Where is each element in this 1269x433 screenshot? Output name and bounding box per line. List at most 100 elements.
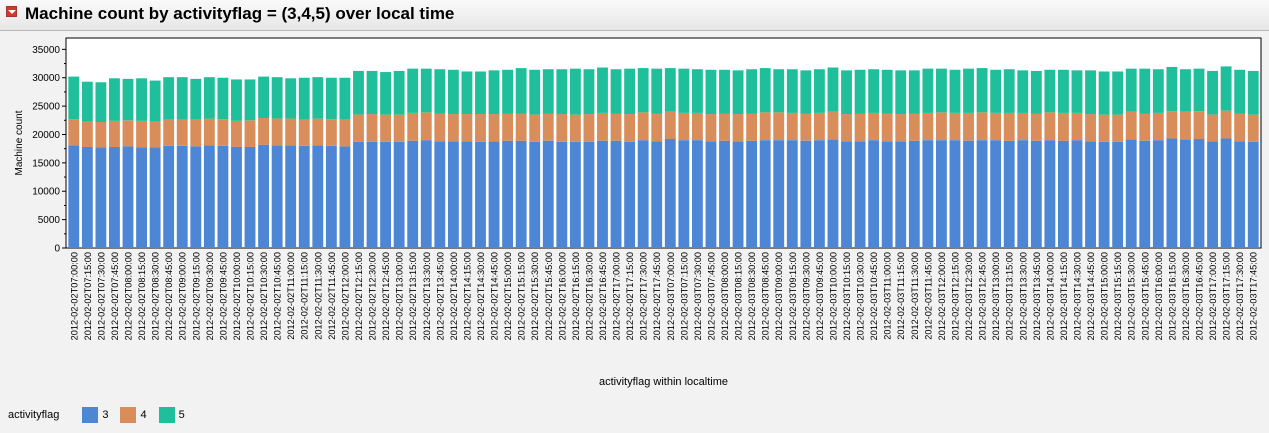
x-tick-label: 2012-02-02T12:15:00 bbox=[354, 252, 364, 340]
x-tick-label: 2012-02-03T08:30:00 bbox=[747, 252, 757, 340]
bar-segment-5 bbox=[1125, 68, 1137, 112]
bar-segment-4 bbox=[691, 112, 703, 141]
bar-segment-4 bbox=[759, 112, 771, 141]
x-tick-label: 2012-02-02T10:30:00 bbox=[259, 252, 269, 340]
legend-item-3[interactable]: 3 bbox=[82, 407, 108, 423]
legend-title: activityflag bbox=[8, 409, 60, 421]
bar-segment-4 bbox=[1125, 111, 1137, 140]
bar-segment-4 bbox=[624, 114, 636, 142]
bar-segment-3 bbox=[732, 141, 744, 248]
bar-segment-3 bbox=[1098, 141, 1110, 248]
bar-segment-3 bbox=[176, 145, 188, 248]
bar-segment-3 bbox=[475, 141, 486, 248]
bar-segment-3 bbox=[190, 146, 202, 248]
x-tick-label: 2012-02-02T15:30:00 bbox=[530, 252, 540, 340]
bar-segment-3 bbox=[81, 146, 93, 248]
bar-segment-5 bbox=[908, 70, 920, 114]
bar-segment-5 bbox=[529, 69, 541, 115]
bar-segment-3 bbox=[868, 140, 880, 248]
bar-segment-4 bbox=[597, 112, 608, 141]
bar-segment-5 bbox=[149, 80, 161, 122]
bar-segment-4 bbox=[475, 114, 486, 142]
x-tick-label: 2012-02-03T08:45:00 bbox=[761, 252, 771, 340]
bar-segment-5 bbox=[746, 69, 758, 114]
bar-segment-5 bbox=[854, 69, 866, 114]
legend-item-5[interactable]: 5 bbox=[158, 407, 185, 423]
bar-segment-3 bbox=[366, 141, 378, 248]
x-tick-label: 2012-02-03T13:30:00 bbox=[1018, 252, 1028, 340]
bar-segment-3 bbox=[542, 140, 554, 248]
bar-segment-3 bbox=[813, 140, 825, 248]
bar-segment-4 bbox=[380, 114, 392, 142]
x-tick-label: 2012-02-03T14:00:00 bbox=[1045, 252, 1055, 340]
bar-segment-5 bbox=[1234, 69, 1246, 114]
bar-segment-4 bbox=[1003, 112, 1015, 141]
bar-segment-4 bbox=[312, 118, 324, 146]
bar-segment-5 bbox=[1180, 69, 1191, 112]
bar-segment-5 bbox=[664, 68, 676, 112]
bar-segment-3 bbox=[122, 146, 134, 248]
x-tick-label: 2012-02-02T13:00:00 bbox=[395, 252, 405, 340]
bar-segment-3 bbox=[1220, 138, 1232, 248]
x-tick-label: 2012-02-02T10:45:00 bbox=[273, 252, 283, 340]
bar-segment-4 bbox=[651, 113, 663, 142]
legend-item-4[interactable]: 4 bbox=[120, 407, 147, 423]
bar-segment-5 bbox=[583, 69, 595, 115]
x-tick-label: 2012-02-02T08:45:00 bbox=[164, 252, 174, 340]
bar-segment-5 bbox=[447, 69, 459, 115]
bar-segment-4 bbox=[1098, 114, 1110, 142]
x-tick-label: 2012-02-02T08:15:00 bbox=[137, 252, 147, 340]
bar-segment-4 bbox=[813, 112, 825, 141]
bar-segment-4 bbox=[353, 114, 364, 142]
x-tick-label: 2012-02-03T10:30:00 bbox=[856, 252, 866, 340]
bar-segment-4 bbox=[705, 114, 717, 142]
bar-segment-5 bbox=[285, 78, 297, 119]
bar-segment-3 bbox=[664, 139, 676, 248]
x-tick-label: 2012-02-02T07:45:00 bbox=[110, 252, 120, 340]
bar-segment-3 bbox=[488, 141, 500, 248]
bar-segment-5 bbox=[1207, 70, 1218, 115]
x-tick-label: 2012-02-02T15:15:00 bbox=[517, 252, 527, 340]
bar-segment-3 bbox=[773, 140, 785, 248]
bar-segment-4 bbox=[949, 112, 961, 141]
bar-segment-5 bbox=[556, 69, 568, 115]
bar-segment-3 bbox=[529, 141, 541, 248]
bar-segment-4 bbox=[122, 120, 134, 147]
x-tick-label: 2012-02-02T10:00:00 bbox=[232, 252, 242, 340]
chart-title: Machine count by activityflag = (3,4,5) … bbox=[25, 4, 455, 23]
bar-segment-5 bbox=[136, 78, 147, 121]
x-tick-label: 2012-02-02T16:00:00 bbox=[557, 252, 567, 340]
y-axis-label: Machine count bbox=[14, 110, 25, 175]
bar-segment-5 bbox=[1030, 70, 1042, 114]
x-tick-label: 2012-02-02T14:45:00 bbox=[490, 252, 500, 340]
x-tick-label: 2012-02-02T09:00:00 bbox=[178, 252, 188, 340]
bar-segment-4 bbox=[434, 113, 446, 142]
bar-segment-3 bbox=[1166, 138, 1178, 248]
x-tick-label: 2012-02-02T15:00:00 bbox=[503, 252, 513, 340]
bar-segment-3 bbox=[149, 147, 161, 248]
bar-segment-5 bbox=[1220, 66, 1232, 111]
bar-segment-3 bbox=[556, 141, 568, 248]
x-tick-label: 2012-02-02T07:00:00 bbox=[69, 252, 79, 340]
bar-segment-4 bbox=[502, 113, 514, 141]
bar-segment-3 bbox=[1017, 140, 1029, 248]
bar-segment-5 bbox=[68, 76, 80, 120]
bar-segment-5 bbox=[1003, 69, 1015, 113]
bar-segment-3 bbox=[895, 141, 907, 248]
bar-segment-4 bbox=[529, 114, 541, 142]
bar-segment-4 bbox=[244, 120, 256, 147]
x-tick-label: 2012-02-03T09:30:00 bbox=[801, 252, 811, 340]
disclosure-triangle-icon[interactable] bbox=[6, 6, 17, 17]
bar-segment-3 bbox=[285, 145, 297, 248]
bar-segment-3 bbox=[68, 145, 80, 248]
bar-segment-3 bbox=[271, 145, 283, 248]
bar-segment-5 bbox=[380, 72, 392, 115]
bar-segment-4 bbox=[163, 119, 175, 146]
bar-segment-3 bbox=[353, 141, 364, 248]
x-tick-label: 2012-02-03T17:45:00 bbox=[1249, 252, 1259, 340]
bar-segment-3 bbox=[1058, 140, 1069, 248]
outline-header: Machine count by activityflag = (3,4,5) … bbox=[0, 0, 1269, 31]
bar-segment-3 bbox=[203, 145, 215, 248]
bar-segment-4 bbox=[325, 119, 337, 146]
bar-segment-3 bbox=[163, 145, 175, 248]
